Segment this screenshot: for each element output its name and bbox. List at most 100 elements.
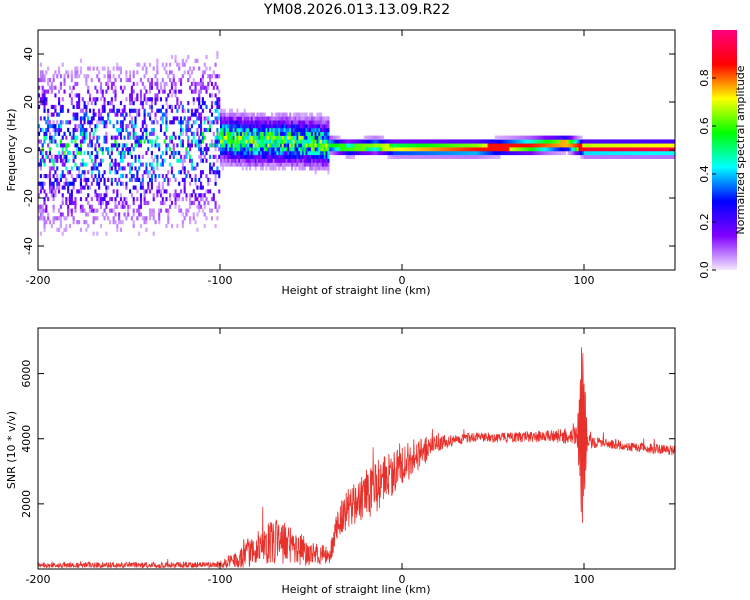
spectrogram-cell bbox=[218, 174, 221, 179]
spectrogram-cell bbox=[280, 131, 283, 136]
spectrogram-cell bbox=[329, 147, 332, 152]
spectrogram-cell bbox=[181, 220, 184, 225]
spectrogram-cell bbox=[130, 85, 133, 90]
spectrogram-cell bbox=[294, 116, 297, 121]
spectrogram-cell bbox=[70, 70, 73, 75]
spectrogram-cell bbox=[59, 158, 62, 163]
spectrogram-cell bbox=[58, 181, 61, 186]
spectrogram-cell bbox=[669, 147, 672, 152]
spectrogram-cell bbox=[407, 150, 410, 156]
spectrogram-cell bbox=[63, 81, 66, 86]
spectrogram-cell bbox=[485, 150, 488, 156]
spectrogram-cell bbox=[556, 139, 559, 144]
spectrogram-cell bbox=[76, 70, 79, 75]
spectrogram-cell bbox=[161, 78, 164, 83]
spectrogram-cell bbox=[61, 108, 64, 113]
spectrogram-cell bbox=[98, 170, 101, 175]
spectrogram-cell bbox=[245, 112, 248, 117]
spectrogram-cell bbox=[241, 158, 244, 163]
spectrogram-cell bbox=[531, 143, 534, 148]
spectrogram-cell bbox=[90, 174, 93, 179]
spectrogram-cell bbox=[472, 147, 476, 152]
spectrogram-cell bbox=[627, 147, 630, 152]
spectrogram-cell bbox=[321, 116, 325, 121]
spectrogram-cell bbox=[644, 150, 647, 156]
spectrogram-cell bbox=[312, 139, 315, 144]
spectrogram-cell bbox=[96, 216, 99, 221]
spectrogram-cell bbox=[201, 108, 204, 113]
spectrogram-cell bbox=[243, 139, 246, 144]
spectrogram-cell bbox=[58, 154, 61, 159]
spectrogram-cell bbox=[240, 162, 243, 167]
spectrogram-cell bbox=[285, 158, 288, 163]
spectrogram-x-label: Height of straight line (km) bbox=[281, 284, 430, 297]
spectrogram-cell bbox=[303, 147, 306, 152]
spectrogram-cell bbox=[438, 139, 441, 144]
spectrogram-cell bbox=[76, 81, 79, 86]
spectrogram-cell bbox=[245, 120, 248, 125]
spectrogram-cell bbox=[118, 162, 121, 167]
spectrogram-cell bbox=[311, 154, 314, 159]
spectrogram-cell bbox=[172, 78, 175, 83]
spectrogram-cell bbox=[472, 154, 476, 159]
spectrogram-cell bbox=[39, 62, 42, 67]
spectrogram-cell bbox=[220, 124, 223, 129]
spectrogram-cell bbox=[249, 131, 252, 136]
spectrogram-cell bbox=[327, 166, 330, 171]
spectrogram-cell bbox=[252, 120, 255, 125]
spectrogram-cell bbox=[87, 193, 90, 198]
spectrogram-cell bbox=[143, 97, 146, 102]
spectrogram-cell bbox=[591, 139, 594, 144]
spectrogram-cell bbox=[108, 220, 112, 225]
spectrogram-cell bbox=[47, 212, 50, 217]
spectrogram-cell bbox=[396, 154, 399, 159]
spectrogram-cell bbox=[394, 143, 397, 148]
spectrogram-cell bbox=[301, 147, 305, 152]
spectrogram-cell bbox=[123, 197, 126, 202]
spectrogram-cell bbox=[130, 154, 133, 159]
spectrogram-cell bbox=[536, 143, 539, 148]
spectrogram-cell bbox=[98, 78, 101, 83]
spectrogram-cell bbox=[341, 139, 345, 144]
spectrogram-cell bbox=[269, 143, 272, 148]
spectrogram-cell bbox=[48, 85, 52, 90]
spectrogram-cell bbox=[238, 147, 241, 152]
spectrogram-cell bbox=[114, 204, 117, 209]
spectrogram-cell bbox=[303, 112, 306, 117]
spectrogram-cell bbox=[205, 85, 208, 90]
spectrogram-cell bbox=[203, 70, 206, 75]
spectrogram-cell bbox=[649, 147, 652, 152]
spectrogram-cell bbox=[341, 147, 345, 152]
spectrogram-cell bbox=[294, 124, 297, 129]
spectrogram-cell bbox=[74, 127, 77, 133]
spectrogram-cell bbox=[199, 181, 203, 186]
spectrogram-cell bbox=[229, 147, 232, 152]
spectrogram-cell bbox=[156, 193, 159, 198]
spectrogram-cell bbox=[593, 147, 596, 152]
spectrogram-cell bbox=[154, 97, 157, 102]
spectrogram-cell bbox=[141, 101, 144, 106]
spectrogram-cell bbox=[189, 116, 192, 121]
spectrogram-cell bbox=[296, 120, 299, 125]
spectrogram-cell bbox=[502, 147, 505, 152]
spectrogram-cell bbox=[76, 220, 79, 225]
spectrogram-cell bbox=[480, 143, 483, 148]
spectrogram-cell bbox=[585, 147, 588, 152]
spectrogram-cell bbox=[156, 120, 159, 125]
spectrogram-cell bbox=[249, 120, 252, 125]
spectrogram-cell bbox=[241, 139, 244, 144]
spectrogram-cell bbox=[292, 147, 295, 152]
spectrogram-cell bbox=[549, 135, 552, 140]
spectrogram-cell bbox=[130, 177, 133, 182]
spectrogram-cell bbox=[636, 147, 639, 152]
spectrogram-cell bbox=[503, 139, 507, 144]
spectrogram-cell bbox=[99, 177, 102, 182]
spectrogram-cell bbox=[553, 150, 556, 156]
spectrogram-cell bbox=[70, 89, 73, 94]
spectrogram-cell bbox=[378, 139, 381, 144]
spectrogram-cell bbox=[334, 139, 337, 144]
spectrogram-cell bbox=[79, 108, 82, 113]
spectrogram-cell bbox=[98, 70, 101, 75]
spectrogram-cell bbox=[656, 154, 659, 159]
spectrogram-cell bbox=[471, 150, 474, 156]
